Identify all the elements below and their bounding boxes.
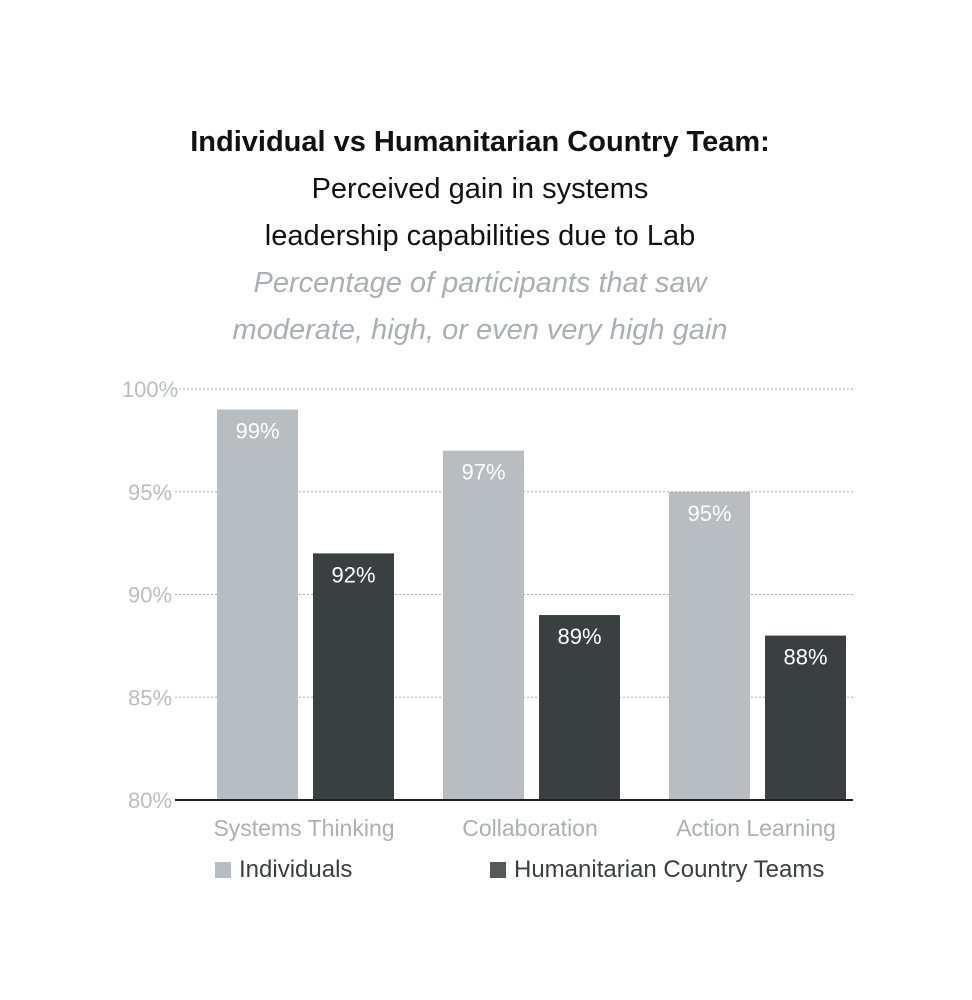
data-label: 95% [687,501,731,526]
legend-item-hct: Humanitarian Country Teams [490,856,824,884]
x-category-label: Systems Thinking [213,815,394,841]
legend: Individuals Humanitarian Country Teams [0,856,972,886]
chart-subtitle-line-2: leadership capabilities due to Lab [264,220,696,252]
data-label: 88% [783,645,827,670]
bar [217,409,298,800]
data-label: 99% [235,419,279,444]
y-tick-label: 100% [122,377,178,402]
legend-item-individuals: Individuals [215,856,352,884]
y-tick-label: 90% [128,583,172,608]
legend-label-hct: Humanitarian Country Teams [514,856,825,883]
legend-swatch-individuals [215,862,231,878]
data-label: 89% [557,624,601,649]
y-tick-label: 80% [128,788,172,813]
chart-note-line-1: Percentage of participants that saw [253,267,707,299]
bar [539,615,620,800]
bar [443,450,524,800]
chart-title: Individual vs Humanitarian Country Team: [190,126,770,158]
data-label: 97% [461,460,505,485]
y-tick-label: 95% [128,480,172,505]
bar [669,491,750,800]
y-tick-label: 85% [128,685,172,710]
legend-label-individuals: Individuals [239,856,353,883]
legend-swatch-hct [490,862,506,878]
chart-titles: Individual vs Humanitarian Country Team:… [0,118,960,354]
bar [765,635,846,800]
chart-note-line-2: moderate, high, or even very high gain [232,314,728,346]
x-category-label: Action Learning [676,815,836,841]
x-category-label: Collaboration [462,815,598,841]
bar [313,553,394,800]
chart-subtitle-line-1: Perceived gain in systems [311,173,649,205]
data-label: 92% [331,562,375,587]
